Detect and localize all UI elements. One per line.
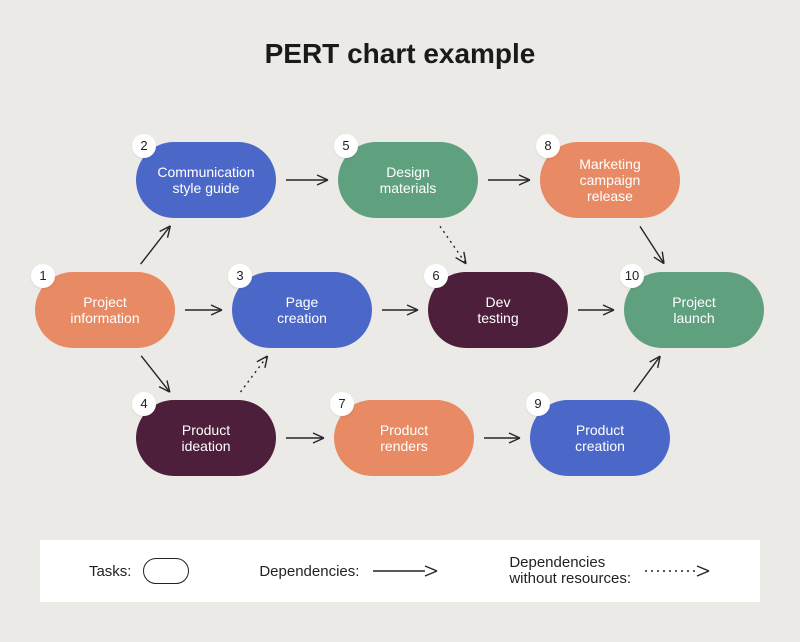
node-n8: Marketingcampaignrelease8	[540, 142, 680, 218]
page-title: PERT chart example	[0, 38, 800, 70]
node-badge: 2	[132, 134, 156, 158]
arrow-dashed-icon	[643, 562, 711, 580]
legend-tasks: Tasks:	[89, 558, 190, 584]
node-badge: 5	[334, 134, 358, 158]
node-n7: Productrenders7	[334, 400, 474, 476]
node-label: Communicationstyle guide	[157, 164, 254, 196]
legend-deps: Dependencies:	[259, 562, 439, 580]
legend: Tasks: Dependencies: Dependencies withou…	[40, 540, 760, 602]
node-label: Projectinformation	[70, 294, 139, 326]
node-n3: Pagecreation3	[232, 272, 372, 348]
node-n4: Productideation4	[136, 400, 276, 476]
node-badge: 6	[424, 264, 448, 288]
node-label: Projectlaunch	[672, 294, 716, 326]
node-badge: 7	[330, 392, 354, 416]
legend-deps-label: Dependencies:	[259, 563, 359, 580]
node-badge: 3	[228, 264, 252, 288]
legend-tasks-label: Tasks:	[89, 563, 132, 580]
node-label: Productideation	[181, 422, 230, 454]
node-label: Marketingcampaignrelease	[579, 156, 640, 204]
node-n9: Productcreation9	[530, 400, 670, 476]
node-badge: 9	[526, 392, 550, 416]
node-n2: Communicationstyle guide2	[136, 142, 276, 218]
node-label: Productcreation	[575, 422, 625, 454]
node-label: Devtesting	[477, 294, 518, 326]
legend-deps-noresource: Dependencies without resources:	[509, 555, 711, 588]
node-label: Pagecreation	[277, 294, 327, 326]
node-badge: 1	[31, 264, 55, 288]
node-badge: 4	[132, 392, 156, 416]
node-n5: Designmaterials5	[338, 142, 478, 218]
node-n6: Devtesting6	[428, 272, 568, 348]
node-badge: 8	[536, 134, 560, 158]
legend-pill-icon	[143, 558, 189, 584]
node-label: Productrenders	[380, 422, 428, 454]
arrow-icon	[371, 562, 439, 580]
legend-deps-nr-label: Dependencies without resources:	[509, 555, 631, 588]
node-n10: Projectlaunch10	[624, 272, 764, 348]
node-badge: 10	[620, 264, 644, 288]
node-n1: Projectinformation1	[35, 272, 175, 348]
node-label: Designmaterials	[380, 164, 437, 196]
pert-canvas: PERT chart example Tasks: Dependencies: …	[0, 0, 800, 642]
